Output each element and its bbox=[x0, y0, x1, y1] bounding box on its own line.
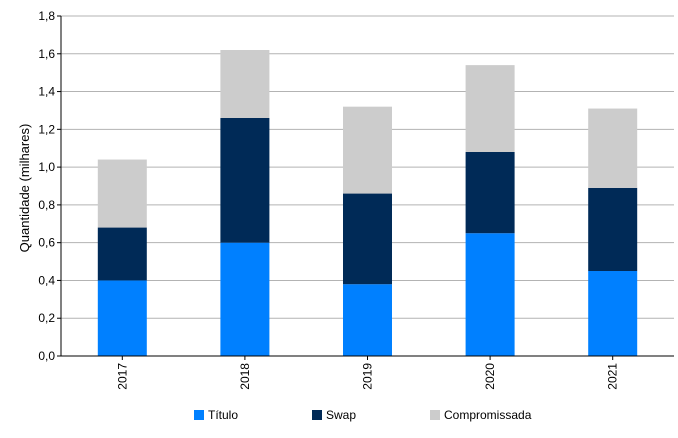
y-tick-label: 1,8 bbox=[38, 9, 55, 23]
legend-swatch bbox=[312, 410, 322, 420]
legend-swatch bbox=[430, 410, 440, 420]
bar-segment bbox=[465, 233, 515, 356]
x-tick-label: 2020 bbox=[483, 363, 497, 390]
y-tick-label: 1,6 bbox=[38, 47, 55, 61]
y-tick-label: 1,2 bbox=[38, 122, 55, 136]
y-tick-label: 0,4 bbox=[38, 273, 55, 287]
y-axis-title: Quantidade (milhares) bbox=[17, 124, 32, 253]
x-tick-label: 2017 bbox=[115, 363, 129, 390]
bar-segment bbox=[465, 152, 515, 234]
bar-segment bbox=[343, 106, 392, 194]
y-tick-labels: 0,0 0,2 0,4 0,6 0,8 1,0 1,2 1,4 1,6 1,8 bbox=[38, 9, 55, 363]
legend-swatch bbox=[194, 410, 204, 420]
bar-segment bbox=[97, 227, 147, 281]
bar-segment bbox=[588, 187, 638, 271]
legend-label: Swap bbox=[326, 408, 356, 422]
y-tick-label: 0,0 bbox=[38, 349, 55, 363]
y-tick-label: 0,6 bbox=[38, 236, 55, 250]
bar-segment bbox=[588, 271, 638, 356]
x-tick-label: 2019 bbox=[361, 363, 375, 390]
x-tick-labels: 2017 2018 2019 2020 2021 bbox=[115, 363, 619, 390]
bars bbox=[97, 50, 638, 356]
bar-segment bbox=[343, 193, 392, 285]
y-tick-label: 0,8 bbox=[38, 198, 55, 212]
y-tick-label: 1,0 bbox=[38, 160, 55, 174]
legend-label: Título bbox=[208, 408, 238, 422]
bar-segment bbox=[343, 284, 392, 356]
legend-label: Compromissada bbox=[444, 408, 532, 422]
bar-segment bbox=[588, 108, 638, 188]
axes bbox=[57, 15, 674, 360]
legend: Título Swap Compromissada bbox=[194, 408, 532, 422]
x-tick-label: 2021 bbox=[606, 363, 620, 390]
y-tick-label: 1,4 bbox=[38, 85, 55, 99]
y-tick-label: 0,2 bbox=[38, 311, 55, 325]
bar-segment bbox=[220, 118, 270, 243]
bar-segment bbox=[465, 65, 515, 152]
x-tick-label: 2018 bbox=[238, 363, 252, 390]
bar-segment bbox=[97, 159, 147, 228]
bar-segment bbox=[220, 242, 270, 356]
bar-segment bbox=[220, 50, 270, 118]
bar-segment bbox=[97, 280, 147, 356]
